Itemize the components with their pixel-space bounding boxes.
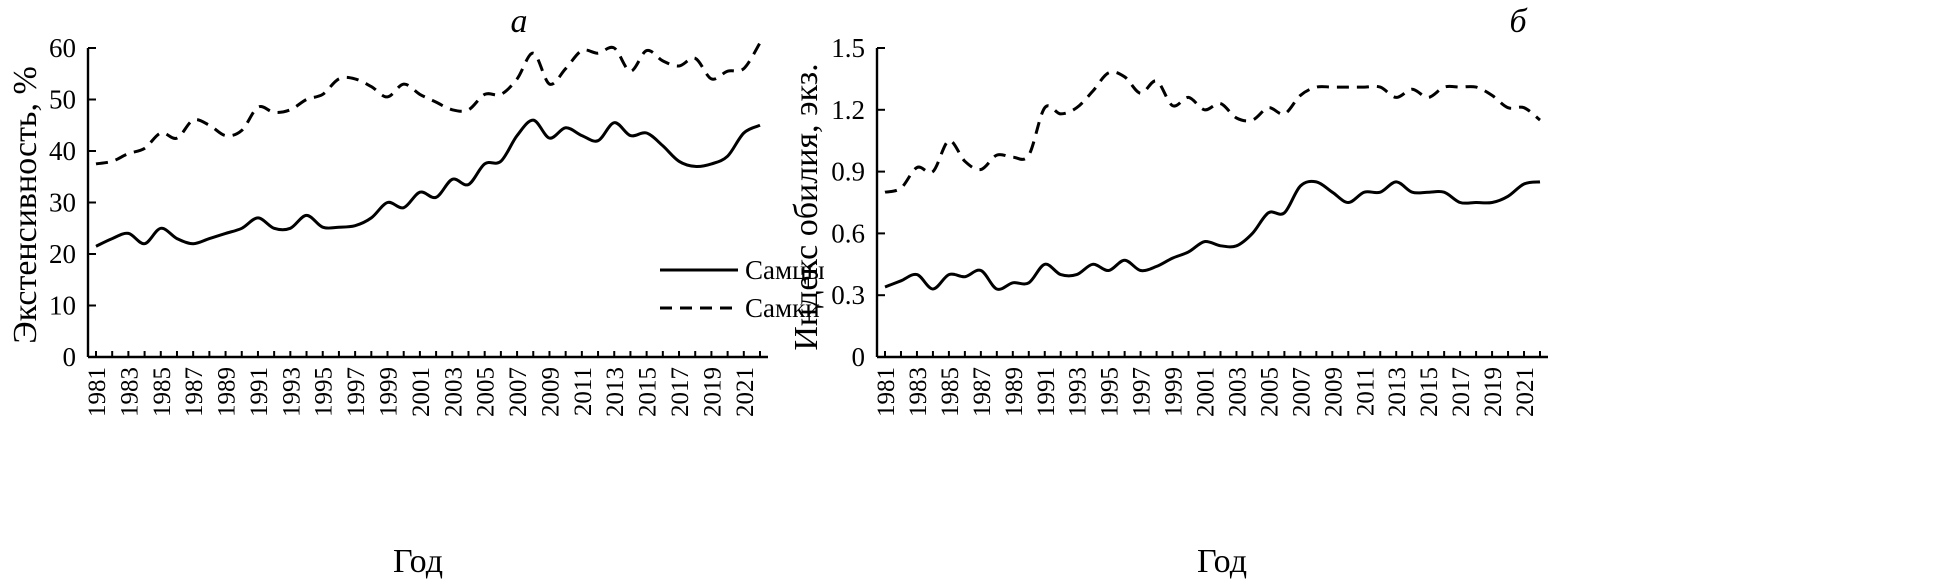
x-tick-label: 2009 — [1320, 367, 1347, 417]
x-tick-label: 1981 — [873, 367, 900, 417]
x-tick-label: 1997 — [343, 367, 370, 417]
y-tick-label: 0.3 — [831, 280, 865, 310]
series-line-males — [884, 179, 1541, 291]
y-tick-label: 0.6 — [831, 218, 865, 248]
x-tick-label: 2011 — [570, 367, 597, 416]
x-tick-label: 2019 — [1480, 367, 1507, 417]
x-tick-label: 2007 — [505, 367, 532, 417]
y-tick-label: 40 — [49, 136, 76, 166]
x-tick-label: 1985 — [149, 367, 176, 417]
x-tick-label: 2007 — [1288, 367, 1315, 417]
y-tick-label: 0.9 — [831, 157, 865, 187]
chart-panel-a: а 0 10 20 30 40 50 60 1981 1983 1985 1987 1989 1991… — [7, 3, 825, 580]
x-tick-label: 2021 — [732, 367, 759, 417]
x-ticks: 1981 1983 1985 1987 1989 1991 1993 1995 1997 1999… — [84, 351, 761, 417]
x-tick-label: 2003 — [1225, 367, 1252, 417]
series-line-males — [95, 118, 761, 248]
x-tick-label: 1987 — [969, 367, 996, 417]
y-tick-label: 20 — [49, 239, 76, 269]
y-tick-label: 30 — [49, 188, 76, 218]
chart-panel-b: б 00.30.60.91.21.5 1981 1983 1985 1987 1989 1… — [788, 3, 1548, 580]
y-axis-label: Экстенсивность, % — [7, 66, 44, 344]
x-tick-label: 2015 — [635, 367, 662, 417]
x-tick-label: 2013 — [1384, 367, 1411, 417]
x-tick-label: 1985 — [937, 367, 964, 417]
x-tick-label: 2011 — [1352, 367, 1379, 416]
x-tick-label: 1993 — [278, 367, 305, 417]
x-axis-label: Год — [393, 543, 443, 580]
x-tick-label: 2009 — [538, 367, 565, 417]
x-tick-label: 2003 — [440, 367, 467, 417]
panel-title: б — [1509, 3, 1528, 40]
x-tick-label: 2001 — [408, 367, 435, 417]
x-tick-label: 1989 — [214, 367, 241, 417]
y-tick-label: 60 — [49, 33, 76, 63]
x-tick-label: 1993 — [1065, 367, 1092, 417]
legend-label-males: Самцы — [745, 255, 825, 285]
x-tick-label: 2019 — [699, 367, 726, 417]
x-tick-label: 2015 — [1416, 367, 1443, 417]
x-tick-label: 1995 — [311, 367, 338, 417]
x-tick-label: 2021 — [1512, 367, 1539, 417]
y-tick-label: 1.5 — [831, 33, 865, 63]
y-tick-label: 0 — [63, 342, 77, 372]
series-line-females — [95, 42, 762, 166]
x-tick-label: 2013 — [602, 367, 629, 417]
x-tick-label: 1987 — [181, 367, 208, 417]
legend-label-females: Самки — [745, 293, 820, 323]
x-tick-label: 1983 — [905, 367, 932, 417]
series-lines — [95, 42, 762, 248]
x-tick-label: 2005 — [473, 367, 500, 417]
x-tick-label: 1991 — [246, 367, 273, 417]
x-tick-label: 2005 — [1256, 367, 1283, 417]
y-axis-label: Индекс обилия, экз. — [788, 63, 825, 350]
y-tick-label: 0 — [852, 342, 866, 372]
y-ticks: 0 10 20 30 40 50 60 — [49, 33, 96, 372]
x-tick-label: 1981 — [84, 367, 111, 417]
x-tick-label: 1989 — [1001, 367, 1028, 417]
x-ticks: 1981 1983 1985 1987 1989 1991 1993 1995 1997 1999… — [873, 351, 1541, 417]
y-tick-label: 10 — [49, 291, 76, 321]
x-tick-label: 1999 — [376, 367, 403, 417]
y-ticks: 0 0.3 0.6 0.9 1.2 1.5 — [831, 33, 885, 372]
series-line-females — [884, 70, 1541, 194]
y-tick-label: 50 — [49, 85, 76, 115]
x-axis-label: Год — [1197, 543, 1247, 580]
x-tick-label: 1999 — [1161, 367, 1188, 417]
x-tick-label: 1997 — [1129, 367, 1156, 417]
x-tick-label: 1995 — [1097, 367, 1124, 417]
x-tick-label: 1991 — [1033, 367, 1060, 417]
panel-title: а — [511, 3, 528, 40]
x-tick-label: 1983 — [116, 367, 143, 417]
y-tick-label: 1.2 — [831, 95, 865, 125]
legend: Самцы Самки — [660, 255, 825, 323]
x-tick-label: 2001 — [1193, 367, 1220, 417]
x-tick-label: 2017 — [667, 367, 694, 417]
x-tick-label: 2017 — [1448, 367, 1475, 417]
series-lines — [884, 70, 1541, 291]
